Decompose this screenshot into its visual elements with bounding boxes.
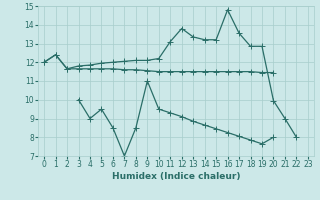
X-axis label: Humidex (Indice chaleur): Humidex (Indice chaleur) bbox=[112, 172, 240, 181]
